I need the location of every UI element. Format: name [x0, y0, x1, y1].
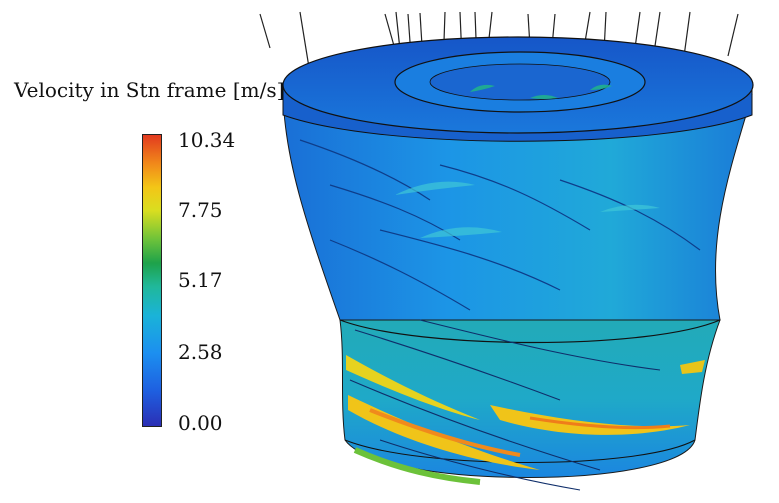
tick-25: 2.58 [178, 340, 223, 364]
tick-max: 10.34 [178, 128, 236, 152]
tick-50: 5.17 [178, 268, 223, 292]
velocity-colorbar [142, 134, 162, 427]
mid-seam [339, 319, 721, 344]
upper-blade-streaks [299, 139, 701, 311]
high-velocity-bands [346, 355, 705, 485]
tick-min: 0.00 [178, 411, 223, 435]
tick-75: 7.75 [178, 198, 223, 222]
legend-title: Velocity in Stn frame [m/s] [14, 78, 285, 102]
